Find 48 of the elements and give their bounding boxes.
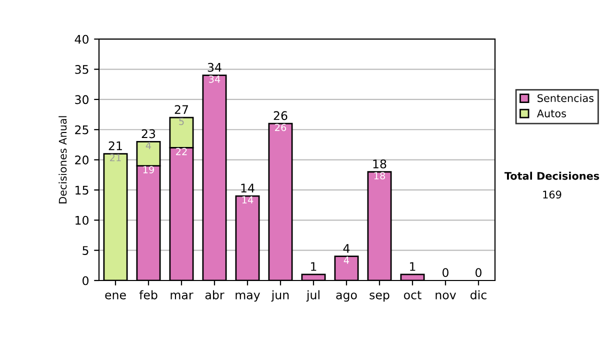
data-label: 4 [344, 256, 350, 264]
x-tick-label: jun [271, 290, 289, 302]
y-axis-title: Decisiones Anual [58, 116, 67, 204]
data-label: 18 [374, 172, 386, 180]
text: Total Decisiones [504, 172, 600, 180]
y-tick-label: 25 [75, 125, 88, 134]
data-label: 34 [209, 75, 220, 83]
total-label: 1 [311, 262, 316, 271]
total-label: 4 [343, 244, 350, 253]
x-tick-label: oct [404, 290, 422, 300]
y-tick-label: 40 [74, 34, 88, 44]
x-tick-label: jul [306, 290, 320, 302]
data-label: 22 [176, 148, 187, 156]
x-tick-label: ago [336, 292, 357, 302]
data-label: 14 [242, 196, 254, 204]
text: 169 [543, 190, 562, 199]
total-label: 0 [476, 268, 482, 278]
y-tick-label: 0 [82, 276, 88, 286]
data-label: 26 [275, 124, 286, 132]
y-tick-label: 30 [75, 95, 88, 104]
x-tick-label: dic [470, 290, 486, 300]
x-tick-label: ene [105, 292, 126, 300]
y-tick-label: 35 [75, 65, 88, 74]
total-label: 14 [241, 184, 254, 192]
data-label: 19 [143, 166, 154, 174]
y-tick-label: 5 [82, 246, 88, 255]
y-tick-label: 10 [76, 216, 88, 225]
data-label: 4 [146, 142, 152, 150]
x-tick-label: nov [436, 292, 456, 300]
legend-label: Sentencias [538, 94, 594, 102]
data-label: 5 [179, 118, 184, 126]
x-tick-label: mar [170, 292, 194, 300]
x-tick-label: feb [139, 290, 158, 300]
total-label: 34 [208, 62, 222, 72]
x-tick-label: abr [205, 290, 224, 300]
x-tick-label: may [236, 292, 260, 302]
total-label: 23 [142, 129, 156, 138]
total-label: 27 [174, 105, 188, 114]
total-label: 21 [108, 141, 122, 150]
total-label: 0 [442, 268, 448, 278]
total-label: 1 [410, 262, 416, 271]
total-label: 26 [274, 111, 288, 120]
data-label: 21 [110, 154, 121, 162]
y-tick-label: 15 [76, 186, 88, 195]
total-label: 18 [373, 159, 386, 168]
y-tick-label: 20 [75, 156, 88, 164]
x-tick-label: sep [370, 292, 390, 302]
legend-label: Autos [536, 110, 566, 118]
